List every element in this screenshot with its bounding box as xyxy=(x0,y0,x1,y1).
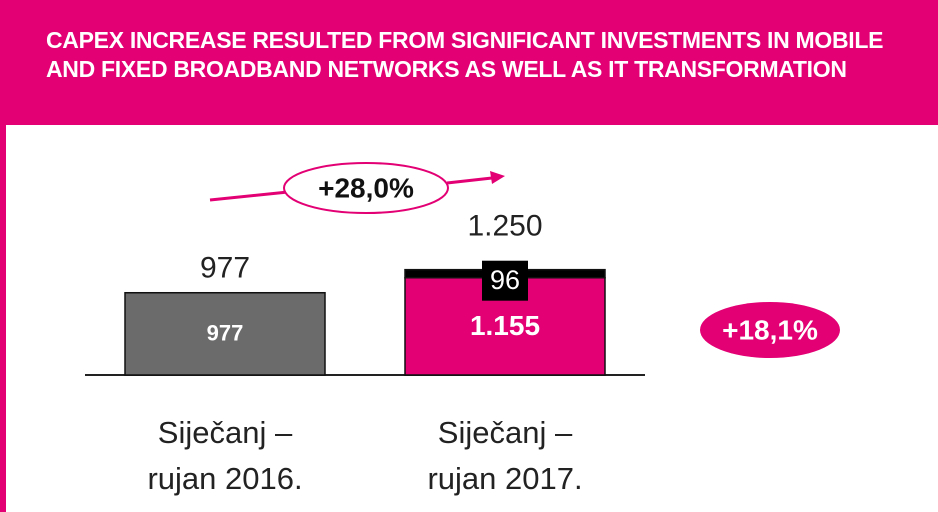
arrow xyxy=(446,176,493,185)
arrow-head xyxy=(490,171,505,184)
total-label: 977 xyxy=(200,252,250,285)
label-box xyxy=(482,260,528,301)
yoy-ellipse xyxy=(700,302,840,358)
category-label: Siječanj – rujan 2017. xyxy=(427,415,583,496)
growth-label: +28,0% xyxy=(318,172,414,203)
bar-segment xyxy=(124,291,326,376)
left-border xyxy=(0,125,6,512)
arrow xyxy=(209,190,289,202)
total-label: 1.250 xyxy=(467,210,542,243)
category-label: Siječanj – rujan 2016. xyxy=(147,415,303,496)
value-label: 96 xyxy=(490,265,520,295)
value-label: 1.155 xyxy=(470,310,540,341)
yoy-label: +18,1% xyxy=(722,314,818,345)
growth-ellipse xyxy=(283,162,449,214)
header-bar: CAPEX INCREASE RESULTED FROM SIGNIFICANT… xyxy=(0,0,938,125)
title: CAPEX INCREASE RESULTED FROM SIGNIFICANT… xyxy=(46,27,884,82)
value-label: 977 xyxy=(207,321,244,346)
